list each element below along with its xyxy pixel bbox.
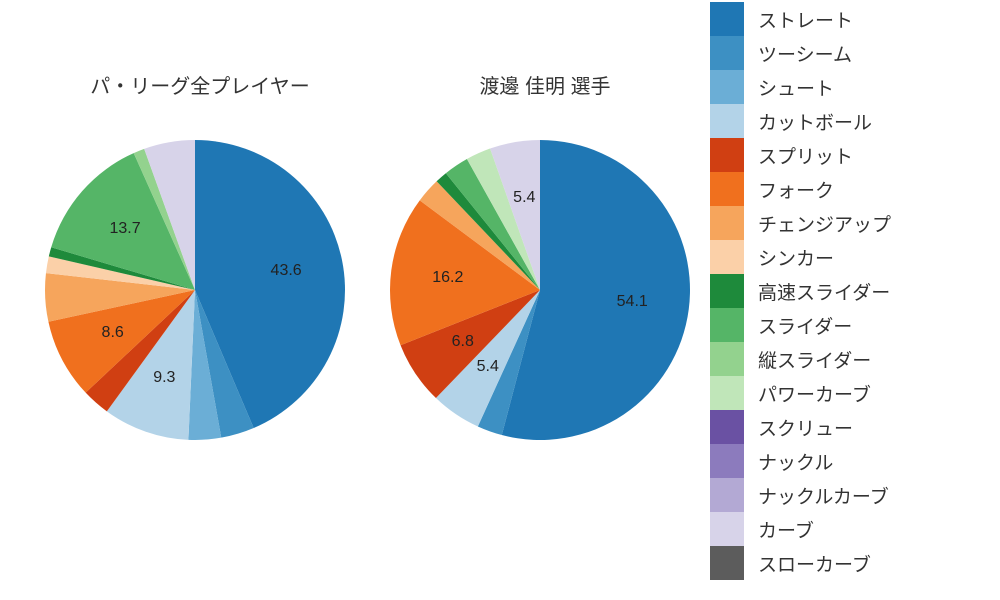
legend-swatch xyxy=(710,104,744,138)
pie-slice-label: 54.1 xyxy=(617,293,648,311)
legend-label: カーブ xyxy=(758,516,814,543)
legend-label: スライダー xyxy=(758,312,852,339)
legend-label: パワーカーブ xyxy=(758,380,871,407)
legend-label: ナックル xyxy=(758,448,833,475)
legend-label: シュート xyxy=(758,74,834,101)
legend-swatch xyxy=(710,546,744,580)
legend-swatch xyxy=(710,138,744,172)
legend: ストレートツーシームシュートカットボールスプリットフォークチェンジアップシンカー… xyxy=(710,0,1000,580)
legend-item: スローカーブ xyxy=(710,546,1000,580)
legend-label: 縦スライダー xyxy=(758,346,871,373)
legend-item: チェンジアップ xyxy=(710,206,1000,240)
legend-label: カットボール xyxy=(758,108,872,135)
legend-label: フォーク xyxy=(758,176,834,203)
legend-swatch xyxy=(710,70,744,104)
pie-slice-label: 5.4 xyxy=(513,189,535,207)
legend-swatch xyxy=(710,2,744,36)
legend-item: パワーカーブ xyxy=(710,376,1000,410)
legend-label: スプリット xyxy=(758,142,853,169)
legend-swatch xyxy=(710,308,744,342)
legend-swatch xyxy=(710,342,744,376)
legend-item: 高速スライダー xyxy=(710,274,1000,308)
legend-swatch xyxy=(710,240,744,274)
legend-item: シュート xyxy=(710,70,1000,104)
legend-swatch xyxy=(710,410,744,444)
legend-swatch xyxy=(710,512,744,546)
legend-item: ツーシーム xyxy=(710,36,1000,70)
legend-item: カットボール xyxy=(710,104,1000,138)
legend-item: ナックルカーブ xyxy=(710,478,1000,512)
legend-item: フォーク xyxy=(710,172,1000,206)
legend-swatch xyxy=(710,206,744,240)
legend-label: スローカーブ xyxy=(758,550,871,577)
legend-item: スプリット xyxy=(710,138,1000,172)
pie-slice-label: 5.4 xyxy=(477,358,499,376)
chart-stage: パ・リーグ全プレイヤー 渡邊 佳明 選手 43.69.38.613.7 54.1… xyxy=(0,0,1000,600)
legend-label: ツーシーム xyxy=(758,40,852,67)
legend-label: スクリュー xyxy=(758,414,853,441)
legend-swatch xyxy=(710,36,744,70)
legend-item: ナックル xyxy=(710,444,1000,478)
legend-label: ストレート xyxy=(758,6,853,33)
legend-item: ストレート xyxy=(710,2,1000,36)
legend-swatch xyxy=(710,478,744,512)
legend-item: スクリュー xyxy=(710,410,1000,444)
pie-slice-label: 16.2 xyxy=(432,269,463,287)
pie-slice-label: 6.8 xyxy=(452,333,474,351)
legend-label: チェンジアップ xyxy=(758,210,891,237)
legend-label: ナックルカーブ xyxy=(758,482,889,509)
legend-item: シンカー xyxy=(710,240,1000,274)
legend-swatch xyxy=(710,172,744,206)
legend-item: スライダー xyxy=(710,308,1000,342)
legend-label: シンカー xyxy=(758,244,834,271)
legend-item: 縦スライダー xyxy=(710,342,1000,376)
legend-item: カーブ xyxy=(710,512,1000,546)
legend-label: 高速スライダー xyxy=(758,278,890,305)
legend-swatch xyxy=(710,444,744,478)
legend-swatch xyxy=(710,376,744,410)
legend-swatch xyxy=(710,274,744,308)
